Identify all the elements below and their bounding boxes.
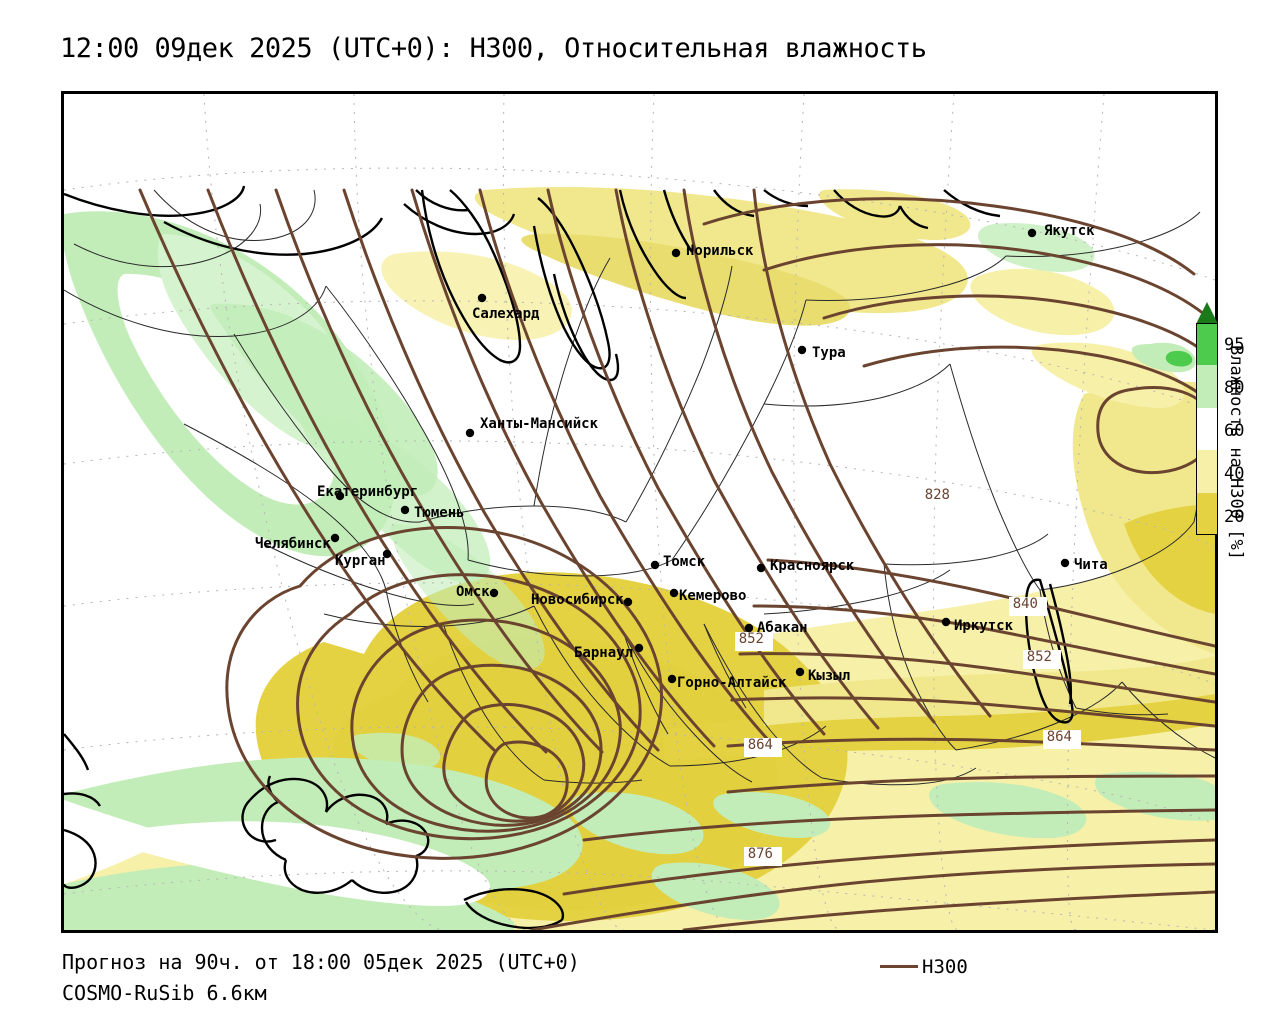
page-title: 12:00 09дек 2025 (UTC+0): H300, Относите…: [60, 33, 927, 64]
contour-label-text: 852: [1027, 649, 1052, 665]
colorbar-band-40-60: [1196, 407, 1218, 451]
city-label: Томск: [663, 554, 706, 570]
city-label: Горно-Алтайск: [677, 675, 787, 691]
colorbar-tick-60: 60: [1224, 421, 1245, 441]
contour-label-group: 828 840 852 852 864: [735, 487, 1081, 866]
city-marker: Тура: [797, 345, 846, 361]
city-marker: Красноярск: [756, 558, 855, 574]
colorbar-tick-40: 40: [1224, 464, 1245, 484]
city-dot: [756, 563, 766, 573]
city-marker: Абакан: [744, 620, 808, 636]
colorbar-band-60-80: [1196, 365, 1218, 408]
city-dot: [335, 491, 345, 501]
weather-map[interactable]: 828 840 852 852 864: [61, 91, 1218, 933]
city-marker: Омск: [456, 584, 499, 600]
city-marker: Челябинск: [255, 533, 340, 552]
city-marker: Кемерово: [669, 588, 746, 604]
city-label: Красноярск: [770, 558, 855, 574]
forecast-info: Прогноз на 90ч. от 18:00 05дек 2025 (UTC…: [62, 950, 580, 974]
city-marker: Салехард: [472, 293, 540, 322]
city-marker: Барнаул: [574, 643, 644, 661]
contour-label: 852: [1023, 649, 1061, 669]
city-dot: [650, 560, 660, 570]
city-marker: Ханты-Мансийск: [465, 416, 599, 438]
city-label: Салехард: [472, 306, 540, 322]
model-info: COSMO-RuSib 6.6км: [62, 981, 267, 1005]
contour-label: 864: [744, 737, 782, 757]
h300-contour-layer: [138, 188, 1215, 930]
city-dot: [634, 643, 644, 653]
city-marker: Чита: [1060, 557, 1108, 573]
city-label: Ханты-Мансийск: [480, 416, 599, 432]
city-marker: Норильск: [671, 243, 754, 259]
contour-label: 864: [1043, 729, 1081, 749]
city-dot: [382, 549, 392, 559]
city-dot: [744, 623, 754, 633]
humidity-colorbar: [1196, 323, 1218, 535]
colorbar-band-<20: [1196, 492, 1218, 535]
colorbar-tick-80: 80: [1224, 378, 1245, 398]
city-dot: [465, 428, 475, 438]
colorbar-band-20-40: [1196, 450, 1218, 493]
contour-label-text: 840: [1013, 596, 1038, 612]
city-dot: [797, 345, 807, 355]
map-canvas: 828 840 852 852 864: [64, 94, 1215, 930]
city-dot: [941, 617, 951, 627]
contour-label-text: 864: [748, 737, 773, 753]
city-label: Курган: [335, 553, 386, 569]
contour-label: 876: [744, 846, 782, 866]
city-marker: Иркутск: [941, 617, 1014, 634]
colorbar-band-80-95: [1196, 323, 1218, 366]
city-dot: [669, 588, 679, 598]
city-label: Барнаул: [574, 645, 633, 661]
city-label: Иркутск: [954, 618, 1014, 634]
city-marker: Курган: [335, 549, 392, 569]
city-layer: Якутск Норильск Салехард Тура Ханты-Мансийск…: [255, 223, 1108, 691]
city-label: Новосибирск: [531, 592, 624, 608]
city-label: Кемерово: [679, 588, 746, 604]
city-dot: [489, 588, 499, 598]
colorbar-top-arrow: [1196, 302, 1218, 324]
colorbar-outline: [1196, 323, 1218, 535]
city-dot: [623, 597, 633, 607]
city-marker: Томск: [650, 554, 706, 570]
city-label: Омск: [456, 584, 490, 600]
colorbar-tick-20: 20: [1224, 507, 1245, 527]
contour-label-text: 852: [739, 631, 764, 647]
city-dot: [400, 505, 410, 515]
city-marker: Якутск: [1027, 223, 1095, 239]
contour-label-text: 864: [1047, 729, 1072, 745]
city-label: Абакан: [757, 620, 808, 636]
h300-legend-swatch: [880, 965, 918, 968]
city-dot: [795, 667, 805, 677]
city-label: Екатеринбург: [317, 484, 418, 500]
city-dot: [330, 533, 340, 543]
city-dot: [1060, 558, 1070, 568]
contour-label: 852: [735, 631, 773, 651]
contour-label-text: 828: [925, 487, 950, 503]
city-dot: [1027, 228, 1037, 238]
city-marker: Екатеринбург: [317, 484, 418, 501]
contour-label-text: 876: [748, 846, 773, 862]
city-marker: Горно-Алтайск: [667, 674, 787, 691]
city-dot: [671, 248, 681, 258]
humidity-fill-layer: [64, 187, 1215, 930]
city-label: Челябинск: [255, 536, 331, 552]
city-label: Тура: [812, 345, 846, 361]
colorbar-tick-95: 95: [1224, 335, 1245, 355]
city-label: Чита: [1074, 557, 1108, 573]
contour-label: 828: [921, 487, 959, 507]
h300-legend-label: H300: [922, 956, 968, 978]
city-marker: Тюмень: [400, 505, 465, 521]
city-label: Тюмень: [414, 505, 465, 521]
city-dot: [667, 674, 677, 684]
city-dot: [477, 293, 487, 303]
city-label: Норильск: [686, 243, 754, 259]
city-label: Кызыл: [808, 668, 850, 684]
city-label: Якутск: [1044, 223, 1095, 239]
contour-label: 840: [1009, 596, 1047, 616]
city-marker: Новосибирск: [531, 592, 633, 608]
city-marker: Кызыл: [795, 667, 850, 684]
colorbar-axis-title: Влажность на H300 [%]: [1226, 345, 1246, 560]
